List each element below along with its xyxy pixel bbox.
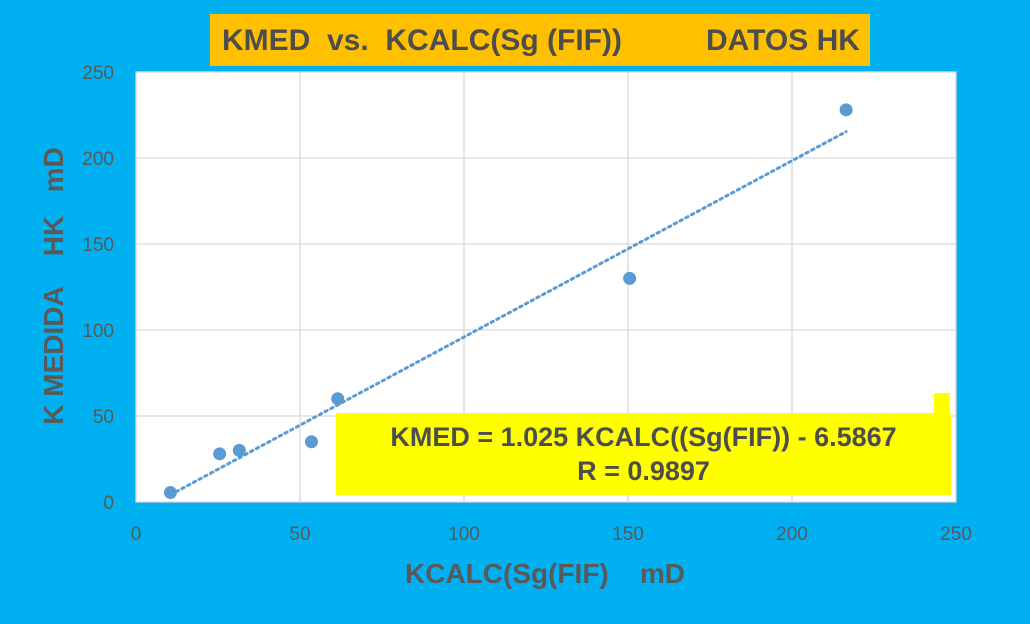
x-tick-label: 150 <box>612 524 644 545</box>
plot-border <box>135 71 957 503</box>
data-point <box>623 271 637 285</box>
x-tick-label: 100 <box>448 524 480 545</box>
y-tick-label: 150 <box>82 235 114 256</box>
correlation-coefficient: R = 0.9897 <box>577 456 710 486</box>
data-point <box>304 435 318 449</box>
x-tick-label: 200 <box>776 524 808 545</box>
chart-title-right: DATOS HK <box>706 24 860 57</box>
y-tick-label: 0 <box>103 493 114 514</box>
x-tick-label: 0 <box>131 524 142 545</box>
y-tick-label: 50 <box>93 407 114 428</box>
equation-box <box>336 413 951 495</box>
x-tick-label: 250 <box>940 524 972 545</box>
y-tick-label: 200 <box>82 149 114 170</box>
y-tick-label: 250 <box>82 63 114 84</box>
y-tick-label: 100 <box>82 321 114 342</box>
chart-title: KMED vs. KCALC(Sg (FIF)) <box>222 24 622 57</box>
trendline <box>168 130 848 497</box>
data-point <box>213 447 227 461</box>
title-box <box>210 14 870 66</box>
equation-box-tab <box>934 393 950 415</box>
data-point <box>331 392 345 406</box>
x-axis-label: KCALC(Sg(FIF) mD <box>405 558 685 589</box>
data-point <box>839 103 853 117</box>
regression-equation: KMED = 1.025 KCALC((Sg(FIF)) - 6.5867 <box>390 422 897 452</box>
data-point <box>232 443 246 457</box>
y-axis-label: K MEDIDA HK mD <box>38 147 69 425</box>
data-point <box>163 486 177 500</box>
x-tick-label: 50 <box>289 524 310 545</box>
